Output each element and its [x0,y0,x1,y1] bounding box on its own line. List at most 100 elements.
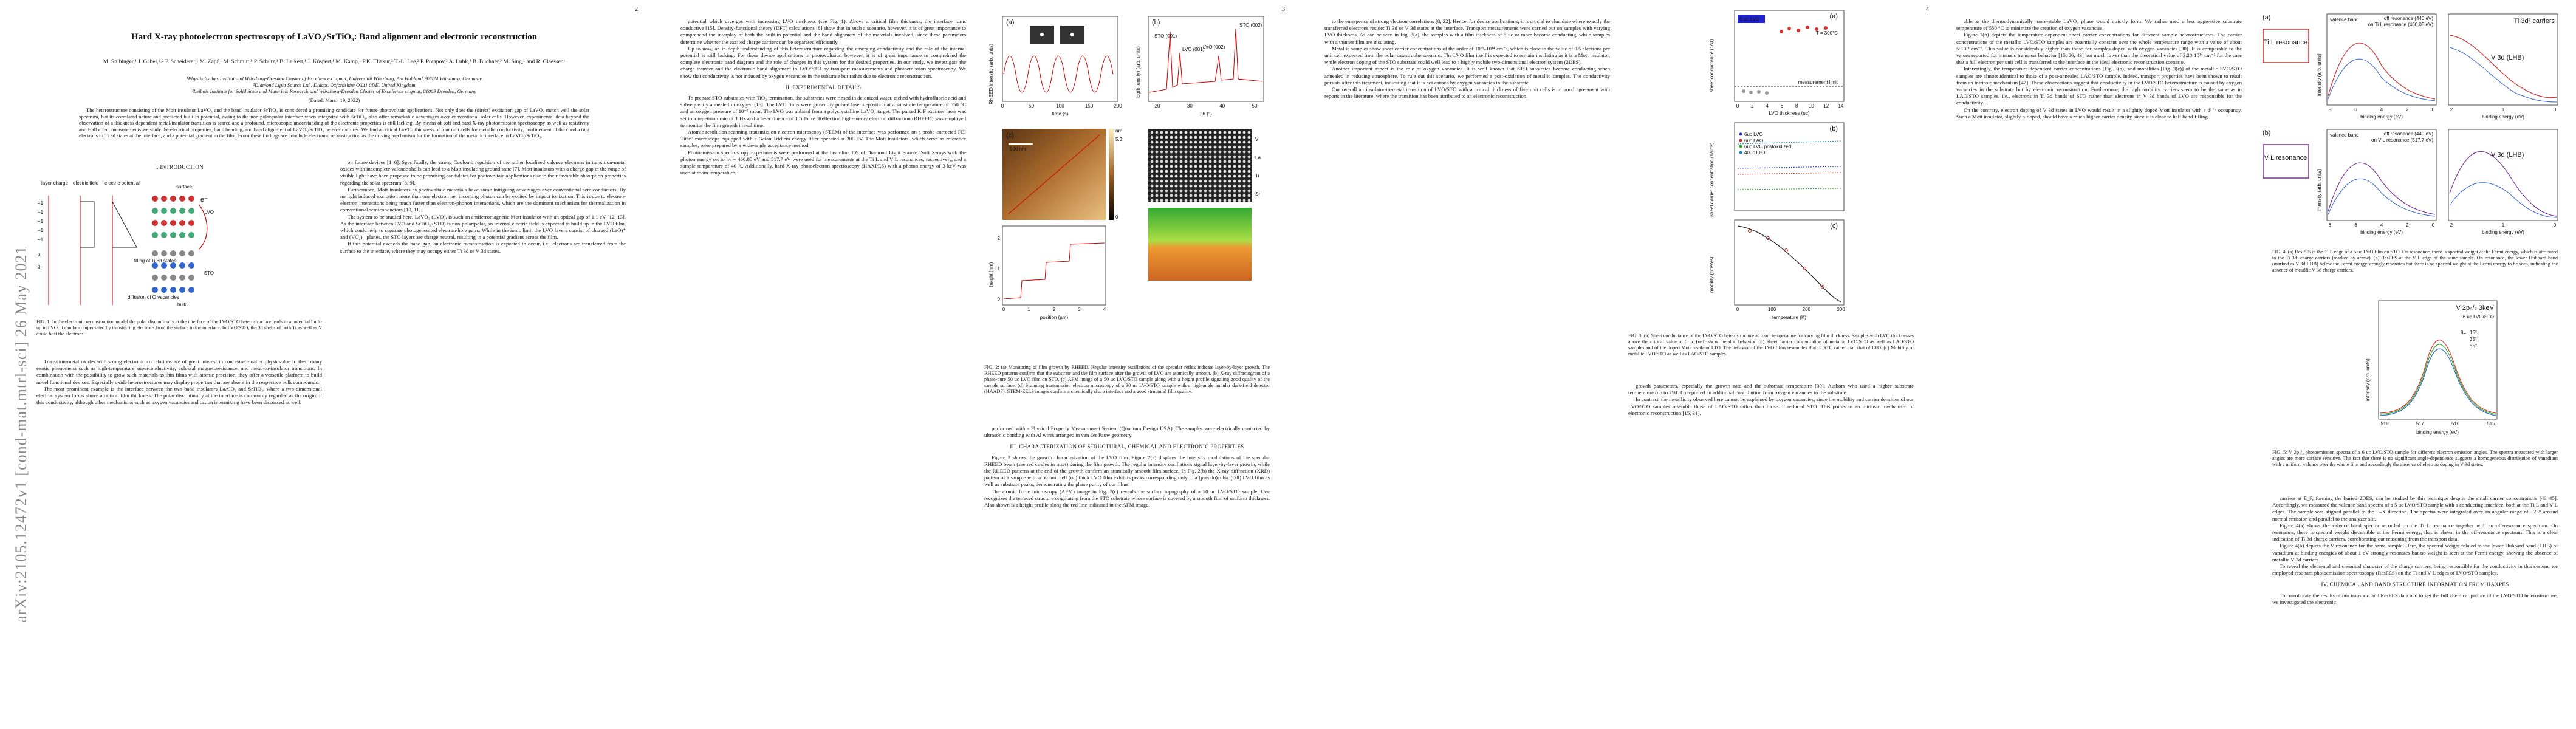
figure-label: sheet conductance (1/Ω) [1709,39,1714,92]
tick-label: 10 [1809,103,1814,109]
figure-shape [179,208,185,214]
figure-shape [1734,10,1845,102]
figure-shape [1002,16,1118,102]
tick-label: 1 [2502,222,2505,228]
tick-label: 8 [2329,222,2332,228]
figure-label: +1 [38,237,44,242]
figure-shape [2328,162,2436,215]
figure-shape [2379,340,2496,414]
figure-shape [152,262,158,269]
arxiv-stamp: arXiv:2105.12472v1 [cond-mat.mtrl-sci] 2… [12,245,30,623]
figure-shape [152,196,194,202]
figure-shape [1737,172,1841,175]
figure-label: 5.3 [1115,137,1123,142]
tick-label: 12 [1823,103,1829,109]
text-column: potential which diverges with increasing… [680,18,966,176]
figure-label: binding energy (eV) [2360,114,2403,120]
paragraph: Figure 4(b) depicts the V resonance for … [2272,542,2558,563]
figure-shape [1824,26,1828,30]
figure-shape [170,287,176,293]
figure-shape [1797,29,1800,32]
tick-label: 0 [1736,103,1739,109]
figure-shape [179,220,185,226]
page-number: 3 [1282,6,1285,13]
figure-shape [1803,267,1806,270]
figure-label: V [1255,137,1259,142]
figure-label: intensity (arb. units) [2365,358,2371,401]
text-column: on future devices [1–6]. Specifically, t… [340,159,626,255]
tick-label: 2 [2450,107,2453,112]
figure-shape [152,287,158,293]
figure-label: (b) [1830,125,1838,132]
tick-label: 4 [1766,103,1769,109]
figure-shape [1742,89,1769,95]
paragraph: growth parameters, especially the growth… [1628,383,1914,396]
paragraph: on future devices [1–6]. Specifically, t… [340,159,626,186]
figure-shape [152,232,194,238]
figure-shape [188,220,194,226]
figure-shape [161,250,167,256]
figure-shape [152,287,194,293]
figure-shape [152,275,158,281]
paragraph: On the contrary, electron doping of V 3d… [1956,106,2242,120]
figure-label: θ= [2461,330,2466,335]
tick-label: 2 [2406,222,2409,228]
paragraph: potential which diverges with increasing… [680,18,966,45]
figure-shape [188,287,194,293]
figure-label: diffusion of O vacancies [128,295,179,300]
page-1: arXiv:2105.12472v1 [cond-mat.mtrl-sci] 2… [0,0,644,729]
figure-caption: FIG. 3: (a) Sheet conductance of the LVO… [1628,333,1914,357]
figure-label: (c) [1006,132,1014,139]
figure-shape [2448,129,2558,221]
figure-label: (b) [2263,129,2270,137]
figure-shape: 0 1 2 [998,236,1001,302]
tick-label: 4 [2380,222,2383,228]
figure-shape [161,220,167,226]
figure-shape: 15° 35°55° [2470,330,2477,349]
figure-shape [1742,89,1745,93]
figure-label: T = 300°C [1816,30,1838,36]
figure-label: Sr [1255,191,1260,197]
figure-label: +1 [38,219,44,224]
figure-shape [1738,15,1765,23]
paragraph: Furthermore, Mott insulators as photovol… [340,186,626,213]
figure-5: V 2p₃/₂ 3keV 6 uc LVO/STO θ= 15° 35°55° i… [2365,300,2498,435]
tick-label: 200 [1803,307,1811,312]
figure-shape [1734,122,1845,211]
figure-label: off resonance (440 eV) [2384,16,2434,21]
figure-4: (a) Ti L resonance valence band off reso… [2263,13,2558,235]
figure-shape [1109,129,1114,220]
figure-label: V L resonance [2264,154,2307,162]
tick-label: 0 [2554,222,2557,228]
tick-label: 100 [1056,103,1064,109]
paragraph: to the emergence of strong electron corr… [1324,18,1610,45]
tick-label: 4 [2380,107,2383,112]
figure-label: bulk [177,302,187,307]
figure-label: intensity (arb. units) [2317,53,2322,96]
figure-shape [188,196,194,202]
affiliation: ³Leibniz Institute for Solid State and M… [191,88,476,94]
tick-label: 300 [1837,307,1845,312]
figure-shape [2378,300,2498,420]
abstract: The heterostructure consisting of the Mo… [79,107,589,139]
figure-shape [2328,178,2436,217]
figure-shape: +1 −1 +1 −1 +1 0 0 [38,200,44,270]
figure-shape [1821,285,1824,289]
paragraph: To corroborate the results of our transp… [2272,592,2558,605]
figure-label: on V L resonance (517.7 eV) [2371,137,2433,143]
figure-shape [179,287,185,293]
tick-label: 30 [1187,103,1193,109]
paragraph: The atomic force microscopy (AFM) image … [984,488,1270,508]
figure-shape: 0 50 100 150 200 [1001,103,1122,109]
figure-caption: FIG. 2: (a) Monitoring of film growth by… [984,364,1270,394]
figure-label: STO [204,270,214,276]
figure-1: layer charge electric field electric pot… [38,180,214,307]
tick-label: 6 [2354,222,2357,228]
legend-entry: 55° [2470,343,2477,349]
figure-shape [170,232,176,238]
figure-label: valence band [2330,17,2359,22]
tick-label: 0 [2432,222,2435,228]
figure-label: e⁻ [200,196,208,204]
legend-marker [1739,132,1742,136]
